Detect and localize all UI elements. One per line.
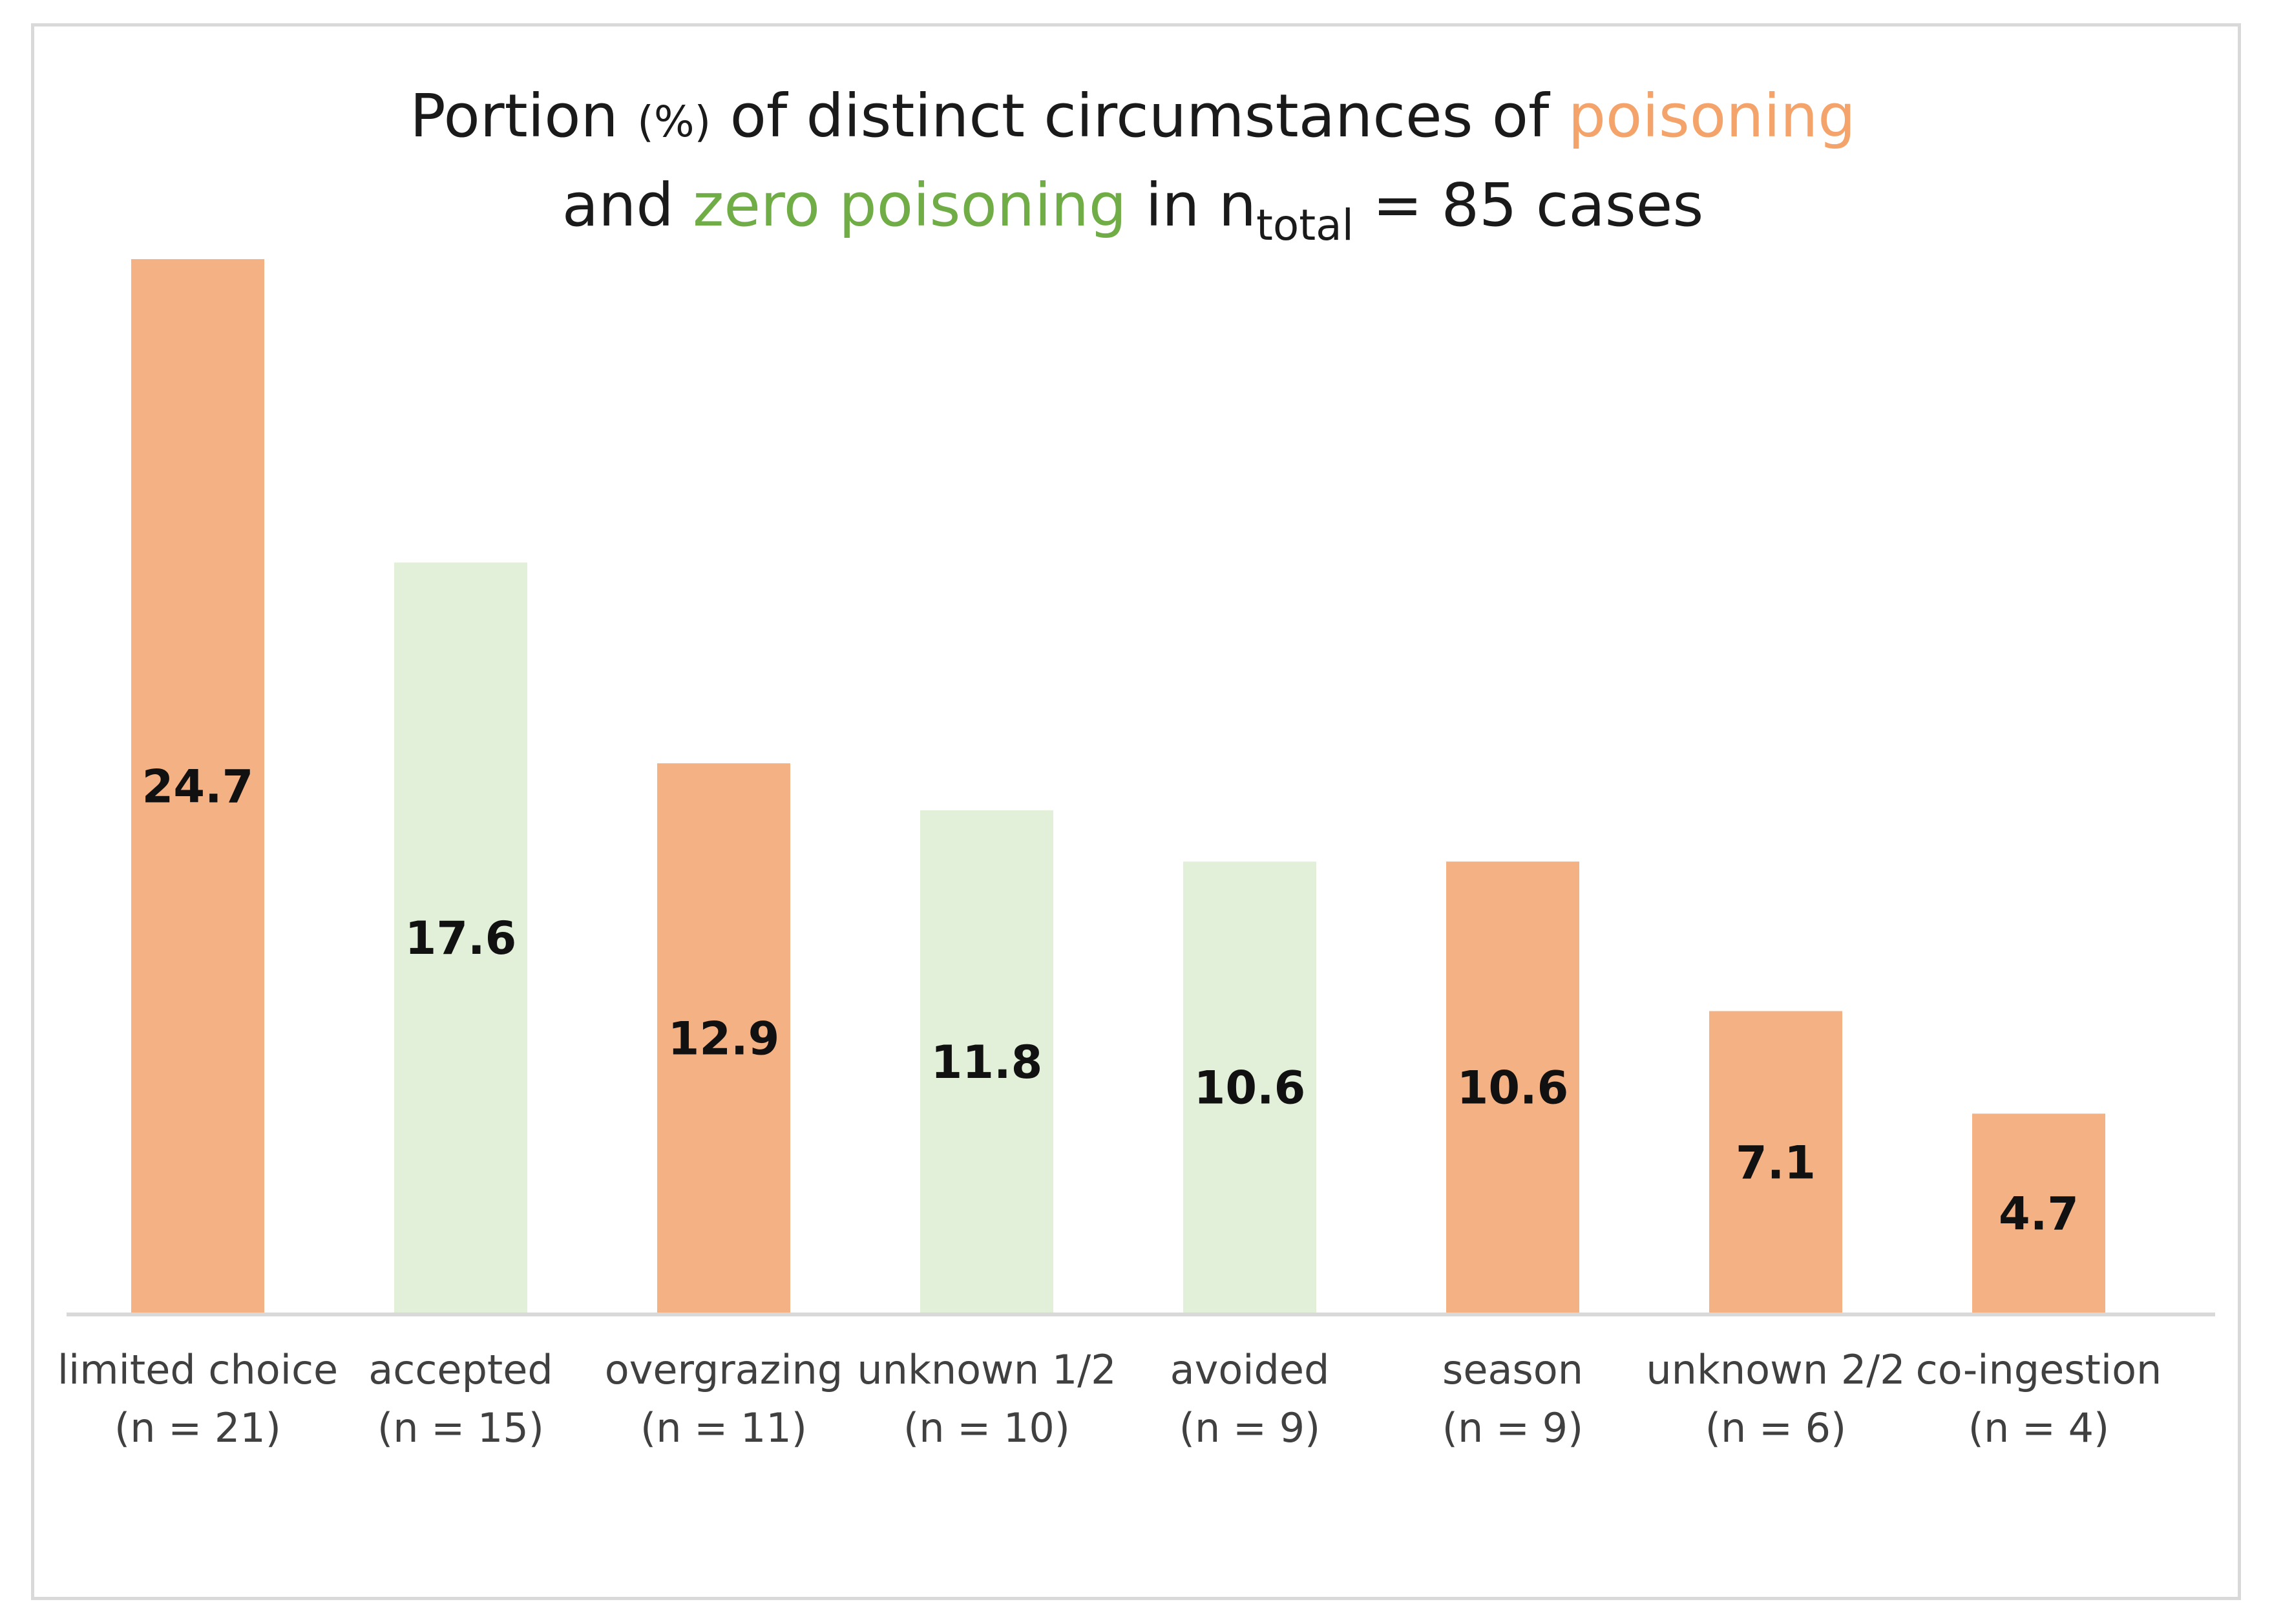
- title-poisoning: poisoning: [1568, 81, 1856, 151]
- bar-value-label: 11.8: [931, 1036, 1043, 1089]
- category-label: accepted: [368, 1346, 552, 1393]
- bar-unknown-2-2: [1709, 1011, 1842, 1314]
- category-label: avoided: [1170, 1346, 1330, 1393]
- title-percent: (%): [637, 97, 711, 147]
- bar-overgrazing: [657, 763, 790, 1314]
- category-n-label: (n = 4): [1968, 1404, 2109, 1451]
- bar-value-label: 4.7: [1999, 1188, 2079, 1241]
- title-total-subscript: total: [1256, 200, 1354, 250]
- bar-co-ingestion: [1972, 1113, 2105, 1314]
- category-n-label: (n = 10): [903, 1404, 1070, 1451]
- bar-value-label: 24.7: [142, 761, 254, 814]
- category-label: unknown 2/2: [1646, 1346, 1905, 1393]
- title-in-n: in n: [1146, 171, 1256, 240]
- category-n-label: (n = 9): [1442, 1404, 1583, 1451]
- title-cases: = 85 cases: [1373, 171, 1703, 240]
- category-label: overgrazing: [605, 1346, 843, 1393]
- title-and: and: [562, 171, 674, 240]
- bar-chart: Portion (%) of distinct circumstances of…: [58, 81, 2215, 1451]
- bar-value-label: 10.6: [1457, 1062, 1569, 1115]
- bar-value-label: 17.6: [405, 912, 517, 965]
- category-n-label: (n = 11): [640, 1404, 807, 1451]
- bar-unknown-1-2: [920, 810, 1053, 1314]
- category-label: unknown 1/2: [857, 1346, 1116, 1393]
- bar-value-label: 10.6: [1194, 1062, 1306, 1115]
- category-labels-layer: limited choice (n = 21) accepted (n = 15) ov…: [58, 1346, 2162, 1451]
- category-n-label: (n = 15): [377, 1404, 544, 1451]
- bar-accepted: [394, 562, 527, 1315]
- chart-title-line-1: Portion (%) of distinct circumstances of…: [410, 81, 1855, 151]
- bar-season: [1446, 861, 1579, 1314]
- title-zero-poisoning: zero poisoning: [693, 171, 1126, 240]
- bar-limited-choice: [131, 259, 264, 1314]
- bars-layer: 24.7 17.6 12.9 11.8 10.6 10.6 7.1 4.7: [131, 259, 2105, 1315]
- category-label: limited choice: [58, 1346, 338, 1393]
- title-of-distinct: of distinct circumstances of: [730, 81, 1551, 151]
- title-portion: Portion: [410, 81, 618, 151]
- category-n-label: (n = 6): [1705, 1404, 1846, 1451]
- chart-frame: Portion (%) of distinct circumstances of…: [31, 23, 2241, 1600]
- category-n-label: (n = 21): [114, 1404, 281, 1451]
- bar-value-label: 12.9: [668, 1013, 780, 1066]
- chart-title-line-2: and zero poisoning in ntotal = 85 cases: [562, 171, 1704, 254]
- category-label: co-ingestion: [1916, 1346, 2162, 1393]
- bar-value-label: 7.1: [1736, 1136, 1816, 1189]
- bar-avoided: [1183, 861, 1316, 1314]
- category-n-label: (n = 9): [1179, 1404, 1320, 1451]
- category-label: season: [1442, 1346, 1583, 1393]
